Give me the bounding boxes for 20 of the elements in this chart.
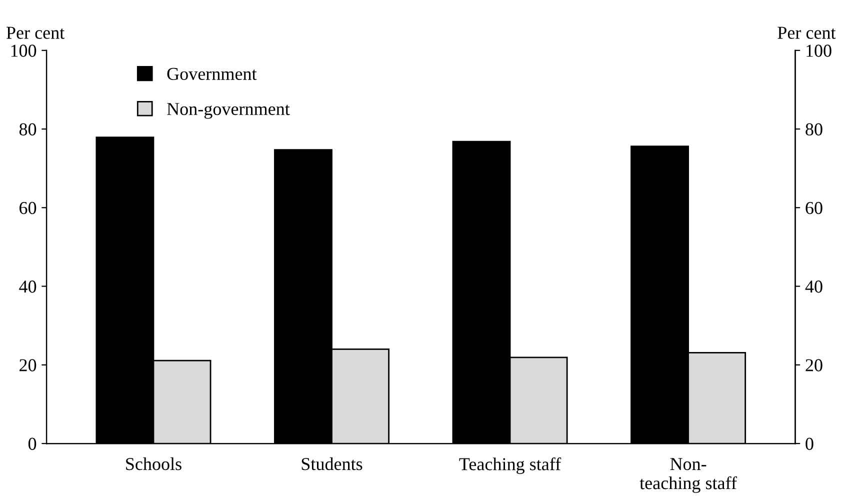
y-tick-label: 80 bbox=[19, 123, 36, 136]
legend-label: Government bbox=[167, 68, 257, 80]
x-tick-label: Non- teaching staff bbox=[640, 458, 737, 493]
y2-tick-label: 0 bbox=[806, 438, 814, 450]
y-axis-title: Per cent bbox=[6, 26, 65, 39]
y-tick-label: 20 bbox=[20, 359, 36, 372]
x-tick-label: Schools bbox=[126, 457, 182, 470]
y-tick-label: 60 bbox=[20, 202, 36, 214]
y2-tick-label: 20 bbox=[806, 359, 822, 372]
y-tick-label: 100 bbox=[11, 44, 36, 57]
x-tick-label: Students bbox=[302, 457, 362, 470]
y-tick-label: 40 bbox=[19, 280, 36, 293]
y-tick-label: 0 bbox=[28, 438, 36, 450]
y2-axis-title: Per cent bbox=[778, 26, 836, 39]
y2-tick-label: 60 bbox=[806, 202, 822, 214]
y2-tick-label: 100 bbox=[806, 44, 832, 57]
x-tick-label: Teaching staff bbox=[459, 457, 562, 474]
y2-tick-label: 80 bbox=[806, 123, 822, 136]
legend-label: Non-government bbox=[167, 103, 290, 119]
y2-tick-label: 40 bbox=[805, 280, 822, 293]
